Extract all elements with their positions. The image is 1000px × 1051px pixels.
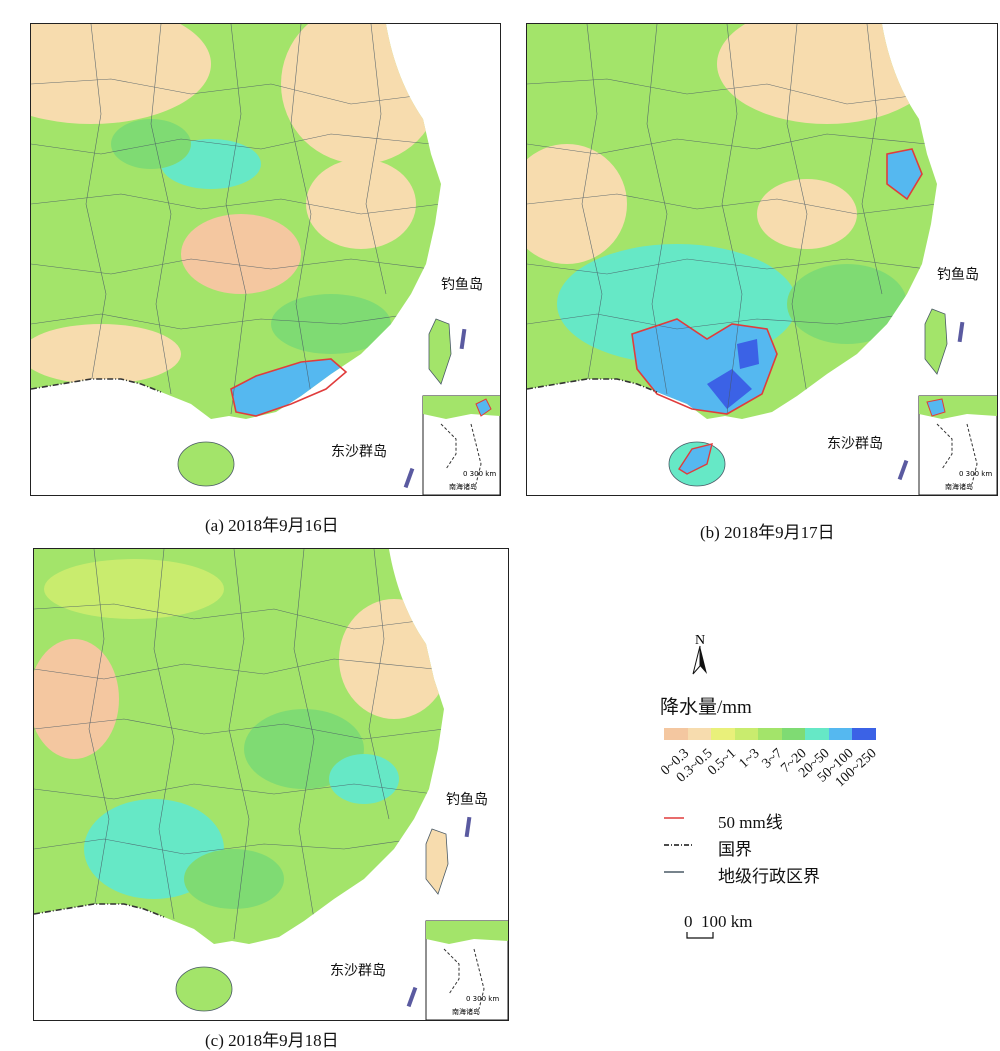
caption-a: (a) 2018年9月16日 — [205, 516, 339, 535]
inset-scale: 0 300 km — [959, 470, 992, 478]
map-c-canvas: 钓鱼岛 东沙群岛 0 300 km 南海诸岛 — [34, 549, 508, 1020]
legend-label-50mm: 50 mm线 — [718, 813, 783, 832]
legend-swatch — [781, 728, 806, 740]
north-arrow-icon: N — [692, 633, 707, 675]
legend-swatch — [805, 728, 829, 740]
map-a-canvas: 钓鱼岛 东沙群岛 0 300 km 南海诸岛 — [31, 24, 500, 495]
inset-label-nanhai: 南海诸岛 — [449, 482, 477, 491]
legend-label-prefecture: 地级行政区界 — [718, 867, 820, 886]
map-b-canvas: 钓鱼岛 东沙群岛 0 300 km 南海诸岛 — [527, 24, 997, 495]
label-dongsha: 东沙群岛 — [331, 444, 387, 460]
scale-bar-icon — [686, 932, 714, 939]
legend-swatch — [711, 728, 735, 740]
map-legend: N 降水量/mm 0~0.3 0.3~0.5 0.5~1 1~3 3~7 7~20 20~5… — [658, 630, 980, 940]
legend-swatch — [852, 728, 876, 740]
legend-title: 降水量/mm — [660, 697, 752, 718]
caption-b: (b) 2018年9月17日 — [700, 523, 835, 542]
hainan-island — [177, 441, 235, 487]
red-line-icon — [664, 817, 684, 819]
grey-line-icon — [664, 871, 684, 873]
legend-swatch — [734, 728, 759, 740]
legend-label-national: 国界 — [718, 840, 752, 859]
label-diaoyu: 钓鱼岛 — [446, 791, 488, 808]
caption-c: (c) 2018年9月18日 — [205, 1031, 339, 1050]
inset-south-china-sea: 0 300 km 南海诸岛 — [422, 395, 500, 495]
label-diaoyu: 钓鱼岛 — [937, 266, 979, 283]
legend-swatch — [828, 728, 853, 740]
legend-swatch — [758, 728, 782, 740]
label-dongsha: 东沙群岛 — [827, 436, 883, 452]
scale-bar: 0 100 km — [684, 912, 753, 939]
scale-bar-label: 0 100 km — [684, 912, 753, 931]
map-panel-a[interactable]: 钓鱼岛 东沙群岛 0 300 km 南海诸岛 — [30, 23, 501, 496]
taiwan-island — [428, 318, 452, 385]
legend-swatch — [664, 728, 688, 740]
map-panel-c[interactable]: 钓鱼岛 东沙群岛 0 300 km 南海诸岛 — [33, 548, 509, 1021]
inset-south-china-sea: 0 300 km 南海诸岛 — [425, 920, 508, 1020]
map-panel-b[interactable]: 钓鱼岛 东沙群岛 0 300 km 南海诸岛 — [526, 23, 998, 496]
legend-swatch — [687, 728, 712, 740]
inset-scale: 0 300 km — [463, 470, 496, 478]
inset-label-nanhai: 南海诸岛 — [945, 482, 973, 491]
north-label: N — [695, 633, 705, 648]
dashdot-line-icon — [664, 844, 692, 846]
inset-label-nanhai: 南海诸岛 — [452, 1007, 480, 1016]
label-diaoyu: 钓鱼岛 — [441, 276, 483, 293]
inset-south-china-sea: 0 300 km 南海诸岛 — [918, 395, 997, 495]
inset-scale: 0 300 km — [466, 995, 499, 1003]
label-dongsha: 东沙群岛 — [330, 963, 386, 979]
